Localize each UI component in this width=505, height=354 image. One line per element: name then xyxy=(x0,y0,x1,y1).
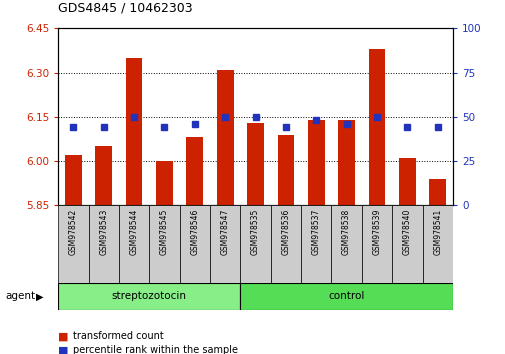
Text: streptozotocin: streptozotocin xyxy=(112,291,186,302)
Bar xyxy=(300,205,331,283)
Bar xyxy=(186,137,203,205)
Bar xyxy=(240,283,452,310)
Bar xyxy=(58,205,88,283)
Text: percentile rank within the sample: percentile rank within the sample xyxy=(73,346,238,354)
Bar xyxy=(179,205,210,283)
Bar xyxy=(217,70,233,205)
Text: GSM978546: GSM978546 xyxy=(190,209,199,255)
Text: transformed count: transformed count xyxy=(73,331,164,341)
Bar xyxy=(422,205,452,283)
Text: GSM978545: GSM978545 xyxy=(160,209,169,255)
Text: GSM978538: GSM978538 xyxy=(341,209,350,255)
Bar xyxy=(65,155,82,205)
Bar xyxy=(210,205,240,283)
Text: GSM978544: GSM978544 xyxy=(129,209,138,255)
Text: GSM978542: GSM978542 xyxy=(69,209,78,255)
Bar xyxy=(95,146,112,205)
Bar xyxy=(88,205,119,283)
Bar xyxy=(361,205,391,283)
Text: GSM978547: GSM978547 xyxy=(220,209,229,255)
Bar xyxy=(240,205,270,283)
Text: GSM978535: GSM978535 xyxy=(250,209,260,255)
Bar xyxy=(398,158,415,205)
Bar xyxy=(58,283,240,310)
Bar xyxy=(247,123,264,205)
Bar xyxy=(368,49,385,205)
Bar xyxy=(156,161,173,205)
Text: GSM978536: GSM978536 xyxy=(281,209,290,255)
Text: ▶: ▶ xyxy=(36,291,44,302)
Bar xyxy=(149,205,179,283)
Text: agent: agent xyxy=(5,291,35,302)
Text: GSM978543: GSM978543 xyxy=(99,209,108,255)
Bar xyxy=(391,205,422,283)
Bar xyxy=(270,205,300,283)
Text: ■: ■ xyxy=(58,331,69,341)
Bar xyxy=(277,135,294,205)
Bar xyxy=(307,120,324,205)
Text: GDS4845 / 10462303: GDS4845 / 10462303 xyxy=(58,1,192,14)
Bar xyxy=(119,205,149,283)
Text: GSM978539: GSM978539 xyxy=(372,209,381,255)
Text: GSM978540: GSM978540 xyxy=(402,209,411,255)
Bar xyxy=(331,205,361,283)
Text: ■: ■ xyxy=(58,346,69,354)
Text: GSM978537: GSM978537 xyxy=(311,209,320,255)
Bar xyxy=(337,120,355,205)
Bar xyxy=(126,58,142,205)
Text: control: control xyxy=(328,291,364,302)
Text: GSM978541: GSM978541 xyxy=(432,209,441,255)
Bar xyxy=(429,179,445,205)
